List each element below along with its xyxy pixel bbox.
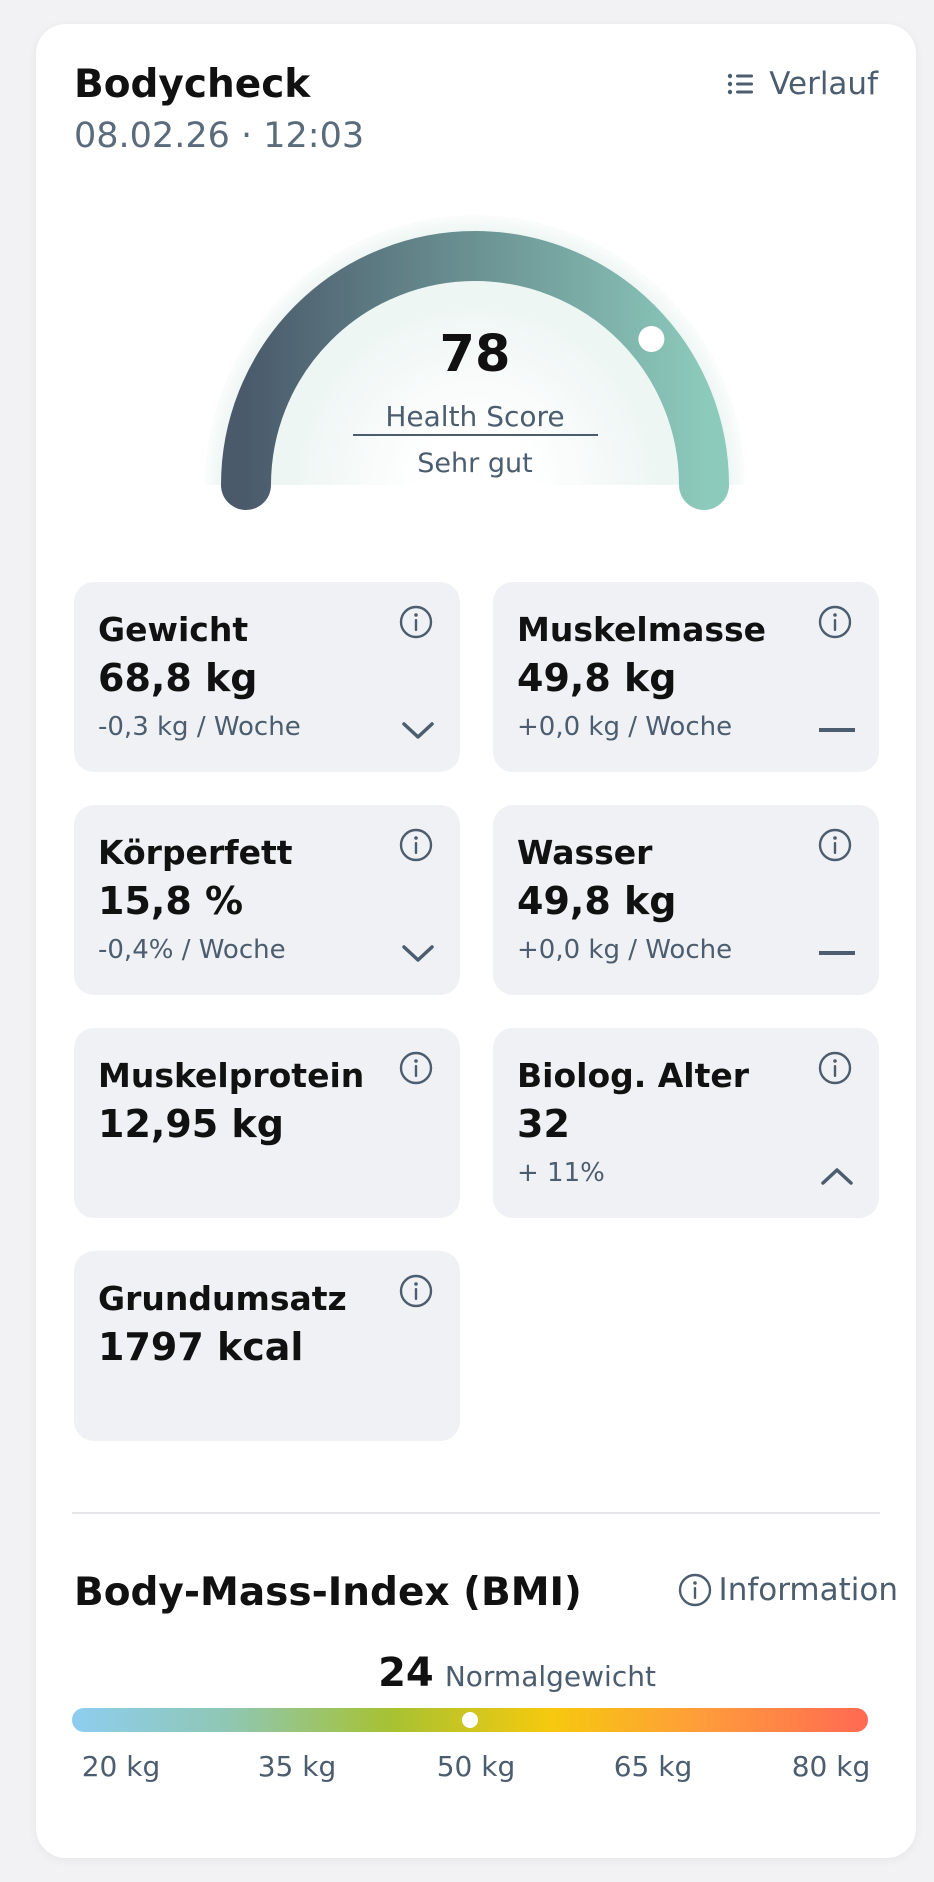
metric-trend: +0,0 kg / Woche	[517, 712, 733, 742]
gauge-divider	[353, 434, 598, 436]
metric-trend: + 11%	[517, 1158, 605, 1188]
bmi-readout: 24 Normalgewicht	[0, 1650, 934, 1696]
bmi-scale-label: 80 kg	[791, 1750, 871, 1783]
dash-icon	[819, 951, 855, 955]
history-button[interactable]: Verlauf	[727, 66, 878, 102]
metric-trend: +0,0 kg / Woche	[517, 935, 733, 965]
metric-label: Muskelprotein	[98, 1056, 365, 1095]
list-icon	[728, 73, 754, 95]
chevron-up-icon	[821, 1168, 853, 1185]
bmi-scale-label: 20 kg	[81, 1750, 161, 1783]
bmi-scale-label: 65 kg	[613, 1750, 693, 1783]
metric-tile-muskelmasse[interactable]: Muskelmasse 49,8 kg +0,0 kg / Woche	[493, 582, 879, 772]
gauge-inner	[270, 280, 680, 485]
metric-trend: -0,4% / Woche	[98, 935, 286, 965]
bmi-category: Normalgewicht	[444, 1660, 656, 1693]
gauge-arc	[221, 231, 729, 510]
bmi-value: 24	[378, 1650, 434, 1696]
metric-tile-grundumsatz[interactable]: Grundumsatz 1797 kcal	[74, 1251, 460, 1441]
health-score-label: Health Score	[385, 400, 565, 433]
page-title: Bodycheck	[74, 62, 311, 107]
info-icon[interactable]	[398, 604, 434, 640]
metric-trend: -0,3 kg / Woche	[98, 712, 301, 742]
chevron-down-icon	[402, 722, 434, 739]
bmi-scale-label: 50 kg	[436, 1750, 516, 1783]
dash-icon	[819, 728, 855, 732]
metric-value: 49,8 kg	[517, 879, 677, 923]
metric-label: Wasser	[517, 833, 653, 872]
bmi-marker	[462, 1712, 478, 1728]
metric-value: 12,95 kg	[98, 1102, 284, 1146]
metric-tile-biolog-alter[interactable]: Biolog. Alter 32 + 11%	[493, 1028, 879, 1218]
gauge-indicator	[638, 326, 665, 352]
metric-label: Gewicht	[98, 610, 249, 649]
info-icon[interactable]	[398, 1050, 434, 1086]
section-divider	[72, 1512, 880, 1514]
bmi-scale-label: 35 kg	[257, 1750, 337, 1783]
chevron-down-icon	[402, 945, 434, 962]
metric-label: Muskelmasse	[517, 610, 767, 649]
history-label: Verlauf	[769, 66, 878, 102]
metric-value: 49,8 kg	[517, 656, 677, 700]
metric-tile-koerperfett[interactable]: Körperfett 15,8 % -0,4% / Woche	[74, 805, 460, 995]
metric-value: 68,8 kg	[98, 656, 258, 700]
info-icon[interactable]	[817, 604, 853, 640]
metric-value: 32	[517, 1102, 570, 1146]
gauge-graphic	[205, 215, 745, 510]
info-icon[interactable]	[817, 827, 853, 863]
bmi-title: Body-Mass-Index (BMI)	[74, 1570, 582, 1615]
bmi-information-button[interactable]: Information	[677, 1572, 898, 1608]
info-icon[interactable]	[398, 1273, 434, 1309]
metric-value: 1797 kcal	[98, 1325, 304, 1369]
measurement-timestamp: 08.02.26 · 12:03	[74, 116, 365, 156]
metric-label: Körperfett	[98, 833, 293, 872]
health-score-value: 78	[439, 325, 511, 384]
info-icon[interactable]	[817, 1050, 853, 1086]
metric-tile-wasser[interactable]: Wasser 49,8 kg +0,0 kg / Woche	[493, 805, 879, 995]
bmi-information-label: Information	[718, 1572, 898, 1608]
metric-label: Grundumsatz	[98, 1279, 347, 1318]
metric-tile-gewicht[interactable]: Gewicht 68,8 kg -0,3 kg / Woche	[74, 582, 460, 772]
health-score-gauge: 78 Health Score Sehr gut	[200, 210, 750, 520]
metric-label: Biolog. Alter	[517, 1056, 750, 1095]
metric-tile-muskelprotein[interactable]: Muskelprotein 12,95 kg	[74, 1028, 460, 1218]
info-icon	[678, 1573, 711, 1607]
metric-value: 15,8 %	[98, 879, 244, 923]
info-icon[interactable]	[398, 827, 434, 863]
health-score-status: Sehr gut	[417, 448, 533, 479]
